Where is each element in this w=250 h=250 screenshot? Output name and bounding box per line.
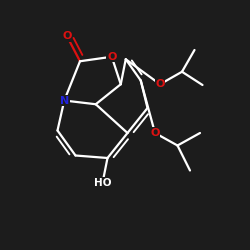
Text: O: O (107, 52, 117, 62)
Text: N: N (60, 96, 69, 106)
Text: O: O (155, 79, 165, 89)
Text: O: O (150, 128, 160, 138)
Text: HO: HO (94, 178, 111, 188)
Text: O: O (62, 31, 72, 41)
